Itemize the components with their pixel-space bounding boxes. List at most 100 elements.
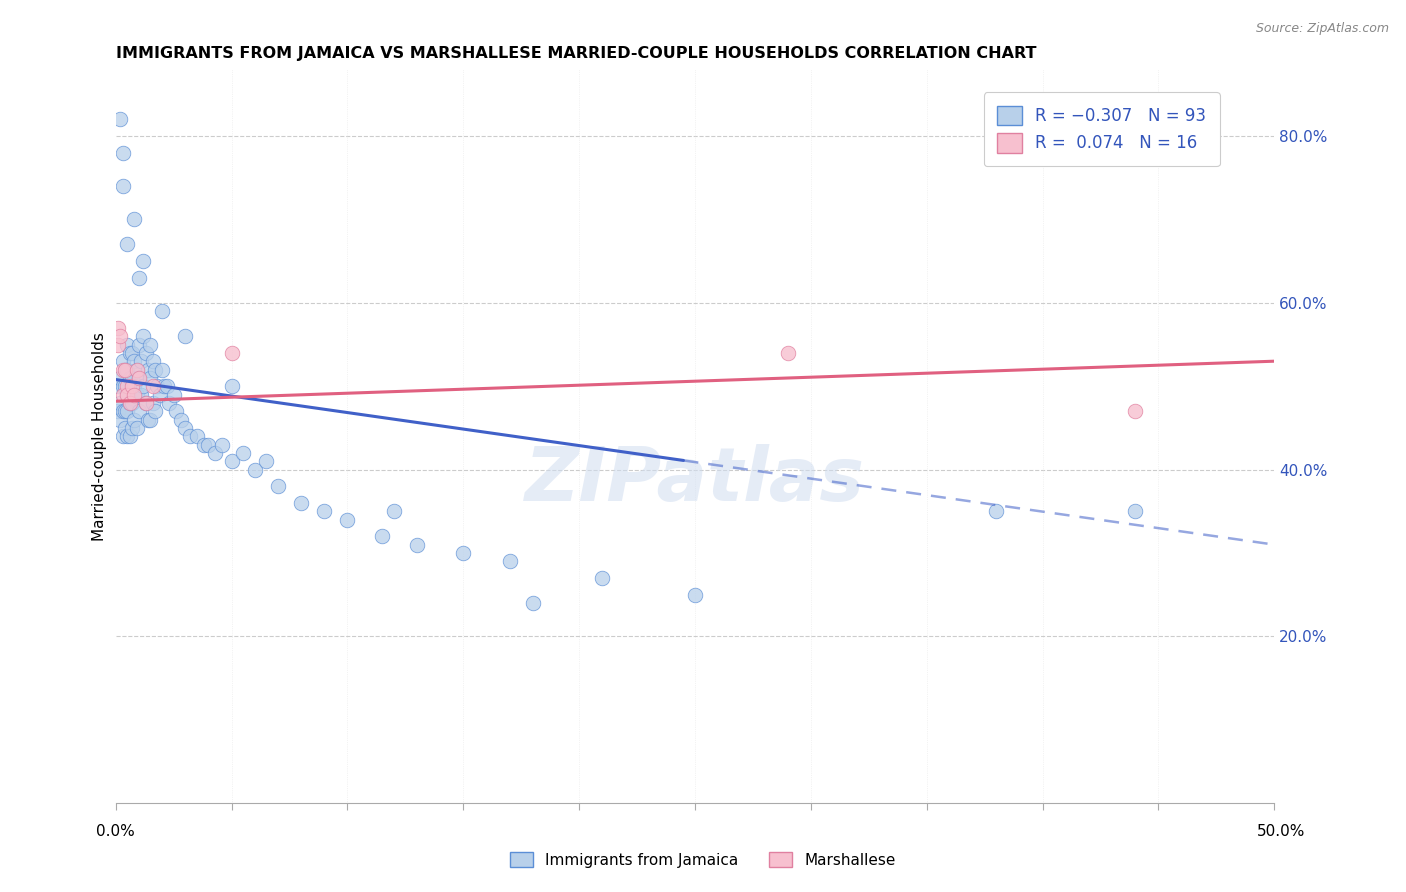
- Point: [314, 504, 336, 518]
- Point: [111, 145, 134, 160]
- Point: [139, 337, 162, 351]
- Legend: Immigrants from Jamaica, Marshallese: Immigrants from Jamaica, Marshallese: [505, 846, 901, 873]
- Point: [107, 404, 129, 418]
- Point: [146, 379, 169, 393]
- Point: [114, 379, 136, 393]
- Point: [117, 337, 139, 351]
- Point: [110, 412, 132, 426]
- Point: [169, 412, 191, 426]
- Point: [243, 462, 266, 476]
- Point: [132, 379, 155, 393]
- Point: [174, 421, 197, 435]
- Point: [118, 396, 141, 410]
- Point: [122, 387, 145, 401]
- Point: [986, 504, 1008, 518]
- Point: [118, 429, 141, 443]
- Point: [110, 112, 132, 127]
- Point: [121, 371, 143, 385]
- Point: [114, 362, 136, 376]
- Point: [125, 387, 148, 401]
- Point: [142, 354, 165, 368]
- Point: [153, 379, 176, 393]
- Point: [114, 404, 136, 418]
- Point: [221, 379, 243, 393]
- Point: [591, 571, 613, 585]
- Point: [117, 404, 139, 418]
- Point: [125, 421, 148, 435]
- Point: [143, 362, 166, 376]
- Point: [135, 396, 157, 410]
- Point: [111, 362, 134, 376]
- Point: [117, 387, 139, 401]
- Point: [267, 479, 290, 493]
- Point: [128, 404, 150, 418]
- Point: [111, 387, 134, 401]
- Point: [522, 596, 544, 610]
- Point: [121, 379, 143, 393]
- Point: [165, 404, 187, 418]
- Point: [193, 437, 215, 451]
- Point: [136, 362, 159, 376]
- Point: [121, 396, 143, 410]
- Point: [128, 371, 150, 385]
- Point: [150, 304, 173, 318]
- Text: 0.0%: 0.0%: [96, 824, 135, 838]
- Point: [128, 337, 150, 351]
- Point: [186, 429, 208, 443]
- Point: [107, 337, 129, 351]
- Text: 50.0%: 50.0%: [1257, 824, 1305, 838]
- Point: [232, 446, 254, 460]
- Point: [111, 429, 134, 443]
- Y-axis label: Married-couple Households: Married-couple Households: [93, 332, 107, 541]
- Point: [122, 379, 145, 393]
- Point: [122, 412, 145, 426]
- Point: [121, 421, 143, 435]
- Point: [117, 429, 139, 443]
- Point: [150, 362, 173, 376]
- Point: [136, 412, 159, 426]
- Point: [118, 371, 141, 385]
- Point: [142, 396, 165, 410]
- Point: [683, 588, 706, 602]
- Point: [128, 270, 150, 285]
- Point: [121, 346, 143, 360]
- Point: [143, 404, 166, 418]
- Point: [135, 346, 157, 360]
- Point: [111, 404, 134, 418]
- Legend: R = −0.307   N = 93, R =  0.074   N = 16: R = −0.307 N = 93, R = 0.074 N = 16: [984, 93, 1219, 166]
- Point: [174, 329, 197, 343]
- Point: [117, 362, 139, 376]
- Point: [1123, 404, 1146, 418]
- Point: [162, 387, 184, 401]
- Point: [114, 362, 136, 376]
- Point: [132, 329, 155, 343]
- Point: [157, 396, 180, 410]
- Point: [211, 437, 233, 451]
- Point: [406, 538, 429, 552]
- Point: [221, 346, 243, 360]
- Point: [129, 387, 152, 401]
- Point: [114, 421, 136, 435]
- Point: [382, 504, 405, 518]
- Point: [221, 454, 243, 468]
- Point: [107, 379, 129, 393]
- Point: [336, 513, 359, 527]
- Text: Source: ZipAtlas.com: Source: ZipAtlas.com: [1256, 22, 1389, 36]
- Text: IMMIGRANTS FROM JAMAICA VS MARSHALLESE MARRIED-COUPLE HOUSEHOLDS CORRELATION CHA: IMMIGRANTS FROM JAMAICA VS MARSHALLESE M…: [115, 46, 1036, 62]
- Point: [129, 354, 152, 368]
- Point: [125, 362, 148, 376]
- Point: [139, 412, 162, 426]
- Point: [290, 496, 312, 510]
- Point: [117, 379, 139, 393]
- Point: [197, 437, 219, 451]
- Point: [179, 429, 201, 443]
- Point: [118, 346, 141, 360]
- Point: [125, 362, 148, 376]
- Point: [139, 371, 162, 385]
- Point: [498, 554, 520, 568]
- Point: [451, 546, 474, 560]
- Point: [107, 321, 129, 335]
- Point: [776, 346, 799, 360]
- Point: [117, 237, 139, 252]
- Point: [118, 396, 141, 410]
